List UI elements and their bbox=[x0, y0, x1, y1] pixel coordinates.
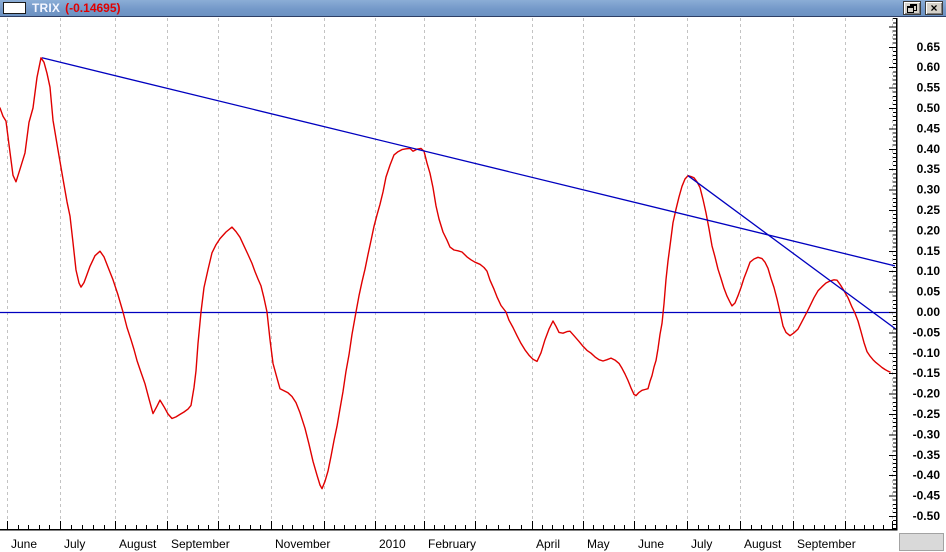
x-axis-label: September bbox=[797, 537, 856, 551]
close-icon: × bbox=[930, 1, 938, 15]
y-axis-label: -0.25 bbox=[913, 407, 941, 421]
x-axis-label: April bbox=[536, 537, 560, 551]
y-axis-label: 0.45 bbox=[917, 121, 941, 135]
close-button[interactable]: × bbox=[925, 1, 943, 15]
y-axis-label: 0.25 bbox=[917, 203, 941, 217]
y-axis-label: 0.40 bbox=[917, 142, 941, 156]
x-axis-label: July bbox=[691, 537, 712, 551]
y-axis-label: 0.65 bbox=[917, 40, 941, 54]
x-axis-label: 2010 bbox=[379, 537, 406, 551]
y-axis-label: 0.10 bbox=[917, 264, 941, 278]
indicator-color-swatch[interactable] bbox=[3, 2, 26, 14]
y-axis-label: -0.50 bbox=[913, 509, 941, 523]
scrollbar-corner bbox=[899, 533, 944, 551]
y-axis-label: -0.10 bbox=[913, 346, 941, 360]
window-controls: × bbox=[903, 1, 943, 15]
indicator-current-value: (-0.14695) bbox=[65, 0, 121, 15]
y-axis-label: 0.00 bbox=[917, 305, 941, 319]
x-axis-label: November bbox=[275, 537, 330, 551]
x-axis-label: July bbox=[64, 537, 85, 551]
x-axis-label: August bbox=[119, 537, 157, 551]
trendline-long-downtrend[interactable] bbox=[41, 57, 896, 267]
y-axis-label: 0.60 bbox=[917, 60, 941, 74]
x-axis-label: June bbox=[11, 537, 37, 551]
restore-button[interactable] bbox=[903, 1, 921, 15]
y-axis-label: -0.15 bbox=[913, 366, 941, 380]
x-axis-label: June bbox=[638, 537, 664, 551]
y-axis-label: -0.30 bbox=[913, 427, 941, 441]
x-axis-label: August bbox=[744, 537, 782, 551]
y-axis-label: 0.55 bbox=[917, 81, 941, 95]
y-axis-label: -0.45 bbox=[913, 489, 941, 503]
restore-icon bbox=[907, 3, 917, 13]
y-axis-label: -0.40 bbox=[913, 468, 941, 482]
y-axis-label: 0.15 bbox=[917, 244, 941, 258]
trix-line[interactable] bbox=[0, 57, 891, 490]
y-axis-label: -0.05 bbox=[913, 325, 941, 339]
titlebar[interactable]: TRIX (-0.14695) × bbox=[0, 0, 946, 17]
trendline-short-downtrend[interactable] bbox=[687, 175, 898, 331]
y-axis-label: 0.30 bbox=[917, 183, 941, 197]
y-axis-label: -0.20 bbox=[913, 387, 941, 401]
y-axis-label: -0.35 bbox=[913, 448, 941, 462]
x-axis-label: February bbox=[428, 537, 476, 551]
indicator-title: TRIX bbox=[32, 0, 61, 15]
y-axis-label: 0.05 bbox=[917, 285, 941, 299]
x-axis-label: May bbox=[587, 537, 610, 551]
x-axis-label: September bbox=[171, 537, 230, 551]
y-axis-label: 0.20 bbox=[917, 223, 941, 237]
y-axis-label: 0.50 bbox=[917, 101, 941, 115]
y-axis-label: 0.35 bbox=[917, 162, 941, 176]
